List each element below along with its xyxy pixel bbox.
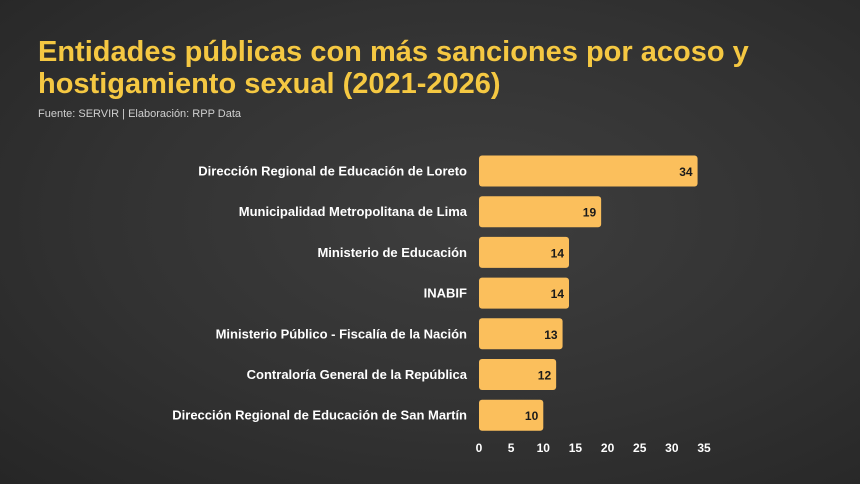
category-label: Dirección Regional de Educación de San M… bbox=[172, 408, 467, 423]
data-label: 12 bbox=[538, 369, 552, 383]
bar-4 bbox=[479, 277, 569, 309]
bar-7 bbox=[479, 399, 544, 431]
category-label: Contraloría General de la República bbox=[247, 367, 468, 382]
bar-1 bbox=[479, 155, 698, 187]
chart-source: Fuente: SERVIR | Elaboración: RPP Data bbox=[38, 108, 242, 120]
x-tick-label: 0 bbox=[476, 441, 483, 455]
bar-3 bbox=[479, 236, 569, 268]
category-label: Ministerio Público - Fiscalía de la Naci… bbox=[216, 326, 467, 341]
category-label: Municipalidad Metropolitana de Lima bbox=[239, 204, 468, 219]
x-tick-label: 5 bbox=[508, 441, 515, 455]
data-label: 10 bbox=[525, 409, 539, 423]
data-label: 14 bbox=[551, 287, 565, 301]
x-tick-label: 35 bbox=[697, 441, 711, 455]
category-label: Ministerio de Educación bbox=[317, 245, 467, 260]
x-tick-label: 15 bbox=[569, 441, 583, 455]
x-tick-label: 25 bbox=[633, 441, 647, 455]
category-label: Dirección Regional de Educación de Loret… bbox=[198, 164, 467, 179]
category-label: INABIF bbox=[424, 286, 467, 301]
x-tick-label: 10 bbox=[537, 441, 551, 455]
data-label: 19 bbox=[583, 206, 597, 220]
x-tick-label: 20 bbox=[601, 441, 615, 455]
x-tick-label: 30 bbox=[665, 441, 679, 455]
chart-title: Entidades públicas con más sanciones por… bbox=[38, 36, 749, 100]
data-label: 14 bbox=[551, 246, 565, 260]
bar-6 bbox=[479, 359, 557, 390]
bar-2 bbox=[479, 196, 602, 228]
data-label: 34 bbox=[679, 165, 693, 179]
bar-5 bbox=[479, 318, 563, 350]
data-label: 13 bbox=[544, 328, 558, 342]
